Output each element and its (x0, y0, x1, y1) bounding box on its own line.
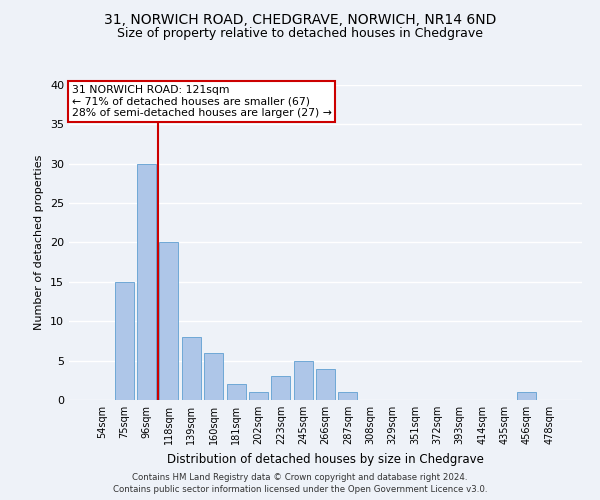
Bar (182, 337, 201, 400)
Text: 31 NORWICH ROAD: 121sqm
← 71% of detached houses are smaller (67)
28% of semi-de: 31 NORWICH ROAD: 121sqm ← 71% of detache… (71, 85, 331, 118)
Bar (316, 368, 335, 400)
Bar (115, 282, 134, 400)
Text: Contains HM Land Registry data © Crown copyright and database right 2024.
Contai: Contains HM Land Registry data © Crown c… (113, 472, 487, 494)
Bar (517, 392, 536, 400)
Bar (249, 392, 268, 400)
Bar (227, 384, 245, 400)
Bar (160, 242, 178, 400)
Text: 31, NORWICH ROAD, CHEDGRAVE, NORWICH, NR14 6ND: 31, NORWICH ROAD, CHEDGRAVE, NORWICH, NR… (104, 12, 496, 26)
X-axis label: Distribution of detached houses by size in Chedgrave: Distribution of detached houses by size … (167, 452, 484, 466)
Text: Size of property relative to detached houses in Chedgrave: Size of property relative to detached ho… (117, 28, 483, 40)
Bar (293, 360, 313, 400)
Bar (338, 392, 358, 400)
Bar (137, 164, 156, 400)
Y-axis label: Number of detached properties: Number of detached properties (34, 155, 44, 330)
Bar (204, 353, 223, 400)
Bar (271, 376, 290, 400)
